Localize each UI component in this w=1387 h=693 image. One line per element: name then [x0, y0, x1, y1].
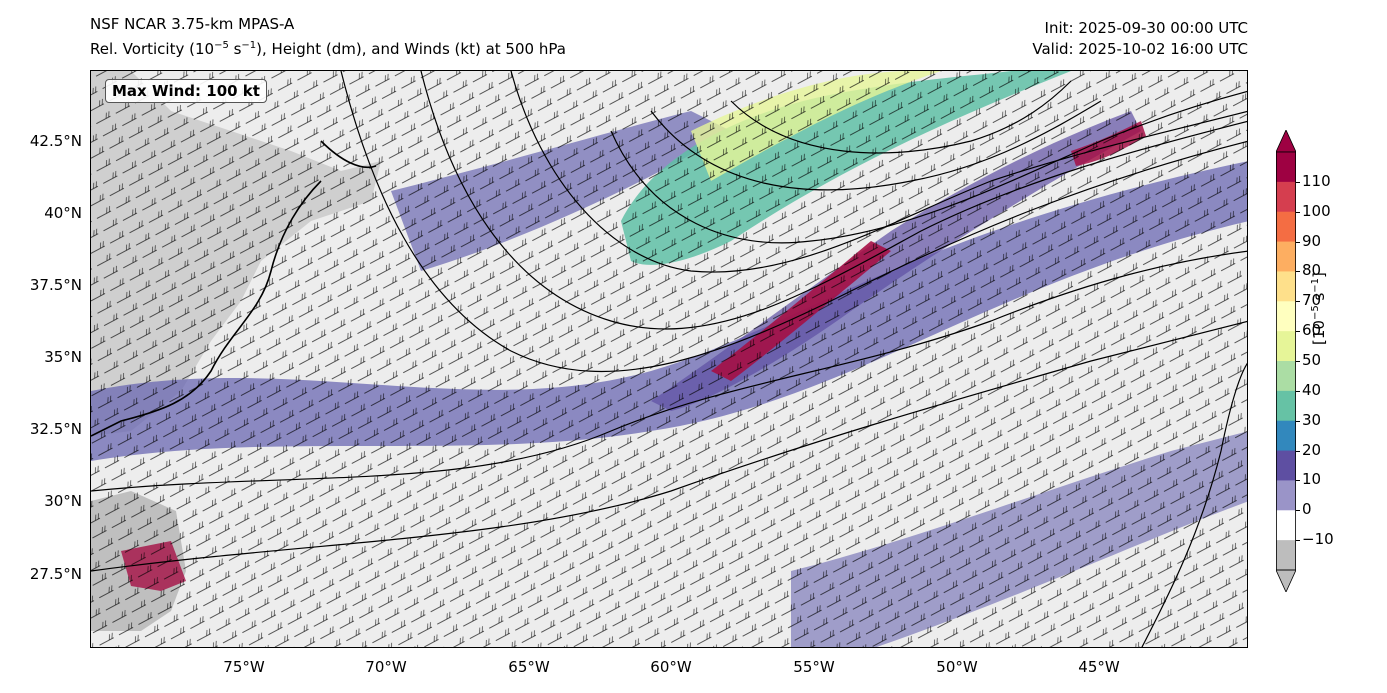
model-name: NSF NCAR 3.75-km MPAS-A [90, 15, 295, 33]
lat-tick-label: 27.5°N [29, 565, 82, 583]
colorbar-tick-mark [1296, 211, 1300, 213]
colorbar-tick-mark [1296, 390, 1300, 392]
colorbar-tick-label: 30 [1302, 410, 1322, 429]
colorbar-segment [1276, 420, 1296, 452]
colorbar-tick-mark [1296, 540, 1300, 542]
height-contours [91, 71, 1247, 647]
wind-barbs [91, 71, 1247, 647]
colorbar-segment [1276, 480, 1296, 511]
colorbar-tick-mark [1296, 331, 1300, 333]
map-panel: Max Wind: 100 kt [90, 70, 1248, 648]
colorbar-segment [1276, 152, 1296, 183]
time-info: Init: 2025-09-30 00:00 UTC Valid: 2025-1… [1032, 18, 1248, 60]
init-time: Init: 2025-09-30 00:00 UTC [1044, 19, 1248, 37]
lat-tick-label: 30°N [44, 492, 82, 510]
colorbar-tick-mark [1296, 480, 1300, 482]
colorbar-segment [1276, 271, 1296, 302]
colorbar-tick-mark [1296, 450, 1300, 452]
colorbar-unit-label: [10−5 s−1] [1310, 272, 1328, 345]
colorbar [1276, 130, 1296, 592]
max-wind-label: Max Wind: 100 kt [105, 79, 267, 103]
lat-tick-label: 40°N [44, 204, 82, 222]
colorbar-tick-mark [1296, 420, 1300, 422]
lon-tick-label: 70°W [365, 658, 407, 676]
colorbar-tick-mark [1296, 510, 1300, 512]
colorbar-tick-label: 70 [1302, 291, 1322, 310]
lat-tick-label: 32.5°N [29, 420, 82, 438]
colorbar-tick-mark [1296, 361, 1300, 362]
colorbar-tick-label: 60 [1302, 321, 1322, 340]
map-canvas [91, 71, 1247, 647]
colorbar-tick-label: 40 [1302, 380, 1322, 399]
lon-tick-label: 50°W [936, 658, 978, 676]
colorbar-segment [1276, 510, 1296, 541]
lat-tick-label: 35°N [44, 348, 82, 366]
colorbar-segment [1276, 361, 1296, 392]
colorbar-tick-mark [1296, 301, 1300, 303]
lon-tick-label: 60°W [650, 658, 692, 676]
lon-tick-label: 45°W [1078, 658, 1120, 676]
colorbar-tick-label: 110 [1302, 171, 1331, 190]
colorbar-tick-label: −10 [1302, 530, 1334, 549]
colorbar-segment [1276, 450, 1296, 481]
lat-tick-label: 37.5°N [29, 276, 82, 294]
colorbar-tick-mark [1296, 181, 1300, 183]
colorbar-segment [1276, 390, 1296, 422]
field-description: Rel. Vorticity (10−5 s−1), Height (dm), … [90, 40, 566, 58]
colorbar-tick-label: 100 [1302, 201, 1331, 220]
colorbar-tick-label: 90 [1302, 231, 1322, 250]
colorbar-tick-label: 10 [1302, 470, 1322, 489]
colorbar-segment [1276, 241, 1296, 272]
lat-tick-label: 42.5°N [29, 132, 82, 150]
colorbar-tick-label: 50 [1302, 351, 1322, 369]
coastline [91, 140, 377, 437]
lon-tick-label: 75°W [223, 658, 265, 676]
colorbar-tick-mark [1296, 271, 1300, 273]
chart-title: NSF NCAR 3.75-km MPAS-A Rel. Vorticity (… [90, 14, 566, 60]
colorbar-tick-label: 0 [1302, 500, 1312, 519]
colorbar-tick-mark [1296, 241, 1300, 243]
colorbar-segment [1276, 181, 1296, 213]
lon-tick-label: 55°W [793, 658, 835, 676]
valid-time: Valid: 2025-10-02 16:00 UTC [1032, 40, 1248, 58]
colorbar-extend-max [1276, 130, 1296, 153]
colorbar-segment [1276, 301, 1296, 332]
colorbar-segment [1276, 211, 1296, 243]
colorbar-tick-label: 20 [1302, 440, 1322, 459]
colorbar-segment [1276, 331, 1296, 362]
colorbar-segment [1276, 540, 1296, 571]
lon-tick-label: 65°W [508, 658, 550, 676]
colorbar-tick-label: 80 [1302, 261, 1322, 280]
colorbar-extend-min [1276, 569, 1296, 592]
colorbar-frame [1276, 151, 1296, 571]
